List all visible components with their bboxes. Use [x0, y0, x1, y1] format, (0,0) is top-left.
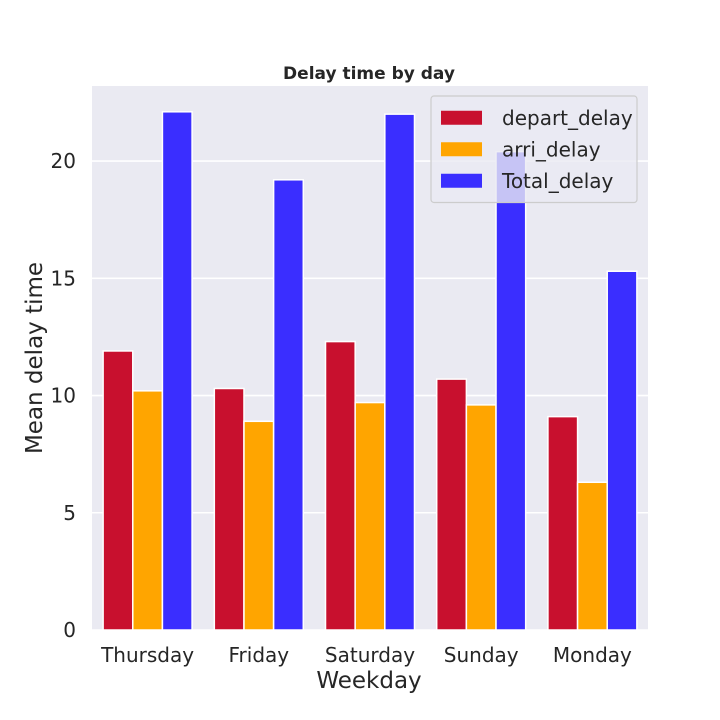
- bar-Total_delay-Saturday: [384, 113, 416, 631]
- y-tick-labels: 0 5 10 15 20: [51, 149, 76, 642]
- bar-arri_delay-Saturday: [354, 401, 386, 631]
- legend-swatch-Total_delay: [441, 173, 482, 188]
- legend-label: arri_delay: [502, 137, 601, 161]
- bar-depart_delay-Saturday: [324, 340, 356, 631]
- x-tick-label: Monday: [553, 643, 632, 667]
- bar-Total_delay-Friday: [272, 179, 305, 631]
- y-tick-label: 0: [63, 618, 76, 642]
- bar-arri_delay-Friday: [243, 420, 275, 631]
- y-tick-label: 5: [63, 501, 76, 525]
- bar-arri_delay-Thursday: [132, 390, 164, 631]
- legend: depart_delay arri_delay Total_delay: [430, 95, 638, 204]
- legend-swatch-arri_delay: [441, 142, 482, 157]
- y-tick-label: 10: [51, 384, 76, 408]
- bar-arri_delay-Monday: [576, 481, 608, 631]
- bar-depart_delay-Sunday: [435, 378, 468, 631]
- bar-Total_delay-Monday: [606, 270, 638, 631]
- bar-depart_delay-Monday: [547, 415, 579, 631]
- x-axis-label: Weekday: [316, 668, 421, 694]
- bar-depart_delay-Thursday: [102, 350, 134, 631]
- legend-frame: [430, 95, 638, 204]
- x-tick-label: Sunday: [444, 643, 519, 667]
- y-axis-label: Mean delay time: [22, 262, 48, 454]
- x-tick-label: Thursday: [100, 643, 194, 667]
- bar-depart_delay-Friday: [213, 387, 245, 631]
- y-tick-label: 15: [51, 266, 76, 290]
- x-tick-label: Friday: [228, 643, 289, 667]
- legend-label: Total_delay: [501, 169, 614, 193]
- legend-label: depart_delay: [502, 106, 633, 130]
- y-tick-label: 20: [51, 149, 76, 173]
- x-tick-labels: Thursday Friday Saturday Sunday Monday: [100, 643, 632, 667]
- bar-Total_delay-Sunday: [495, 150, 527, 631]
- chart-title: Delay time by day: [283, 64, 455, 84]
- x-tick-label: Saturday: [325, 643, 415, 667]
- bar-Total_delay-Thursday: [161, 111, 193, 631]
- legend-swatch-depart_delay: [441, 110, 482, 125]
- bar-arri_delay-Sunday: [465, 404, 497, 631]
- bar-series: [102, 111, 638, 631]
